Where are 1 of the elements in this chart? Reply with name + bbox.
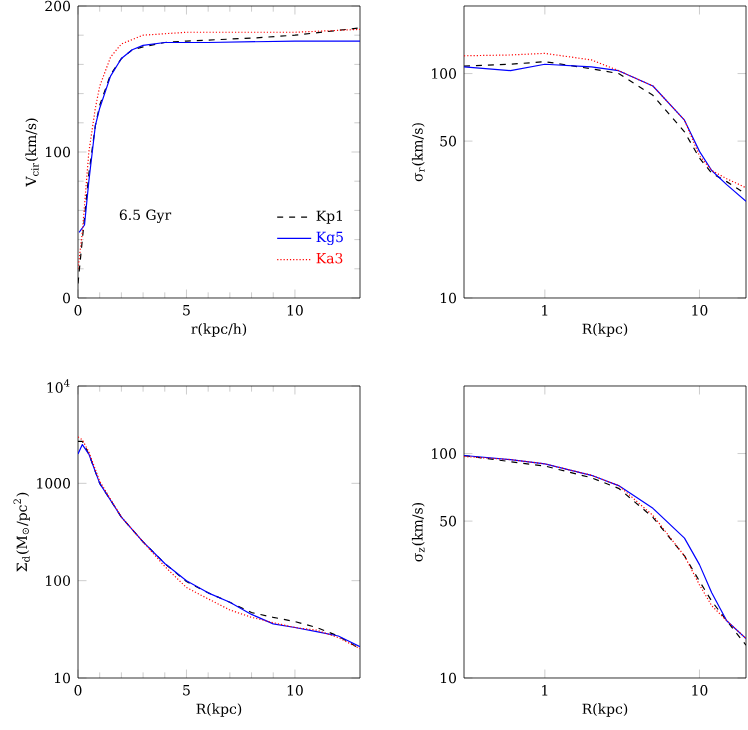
line-series bbox=[78, 40, 360, 233]
